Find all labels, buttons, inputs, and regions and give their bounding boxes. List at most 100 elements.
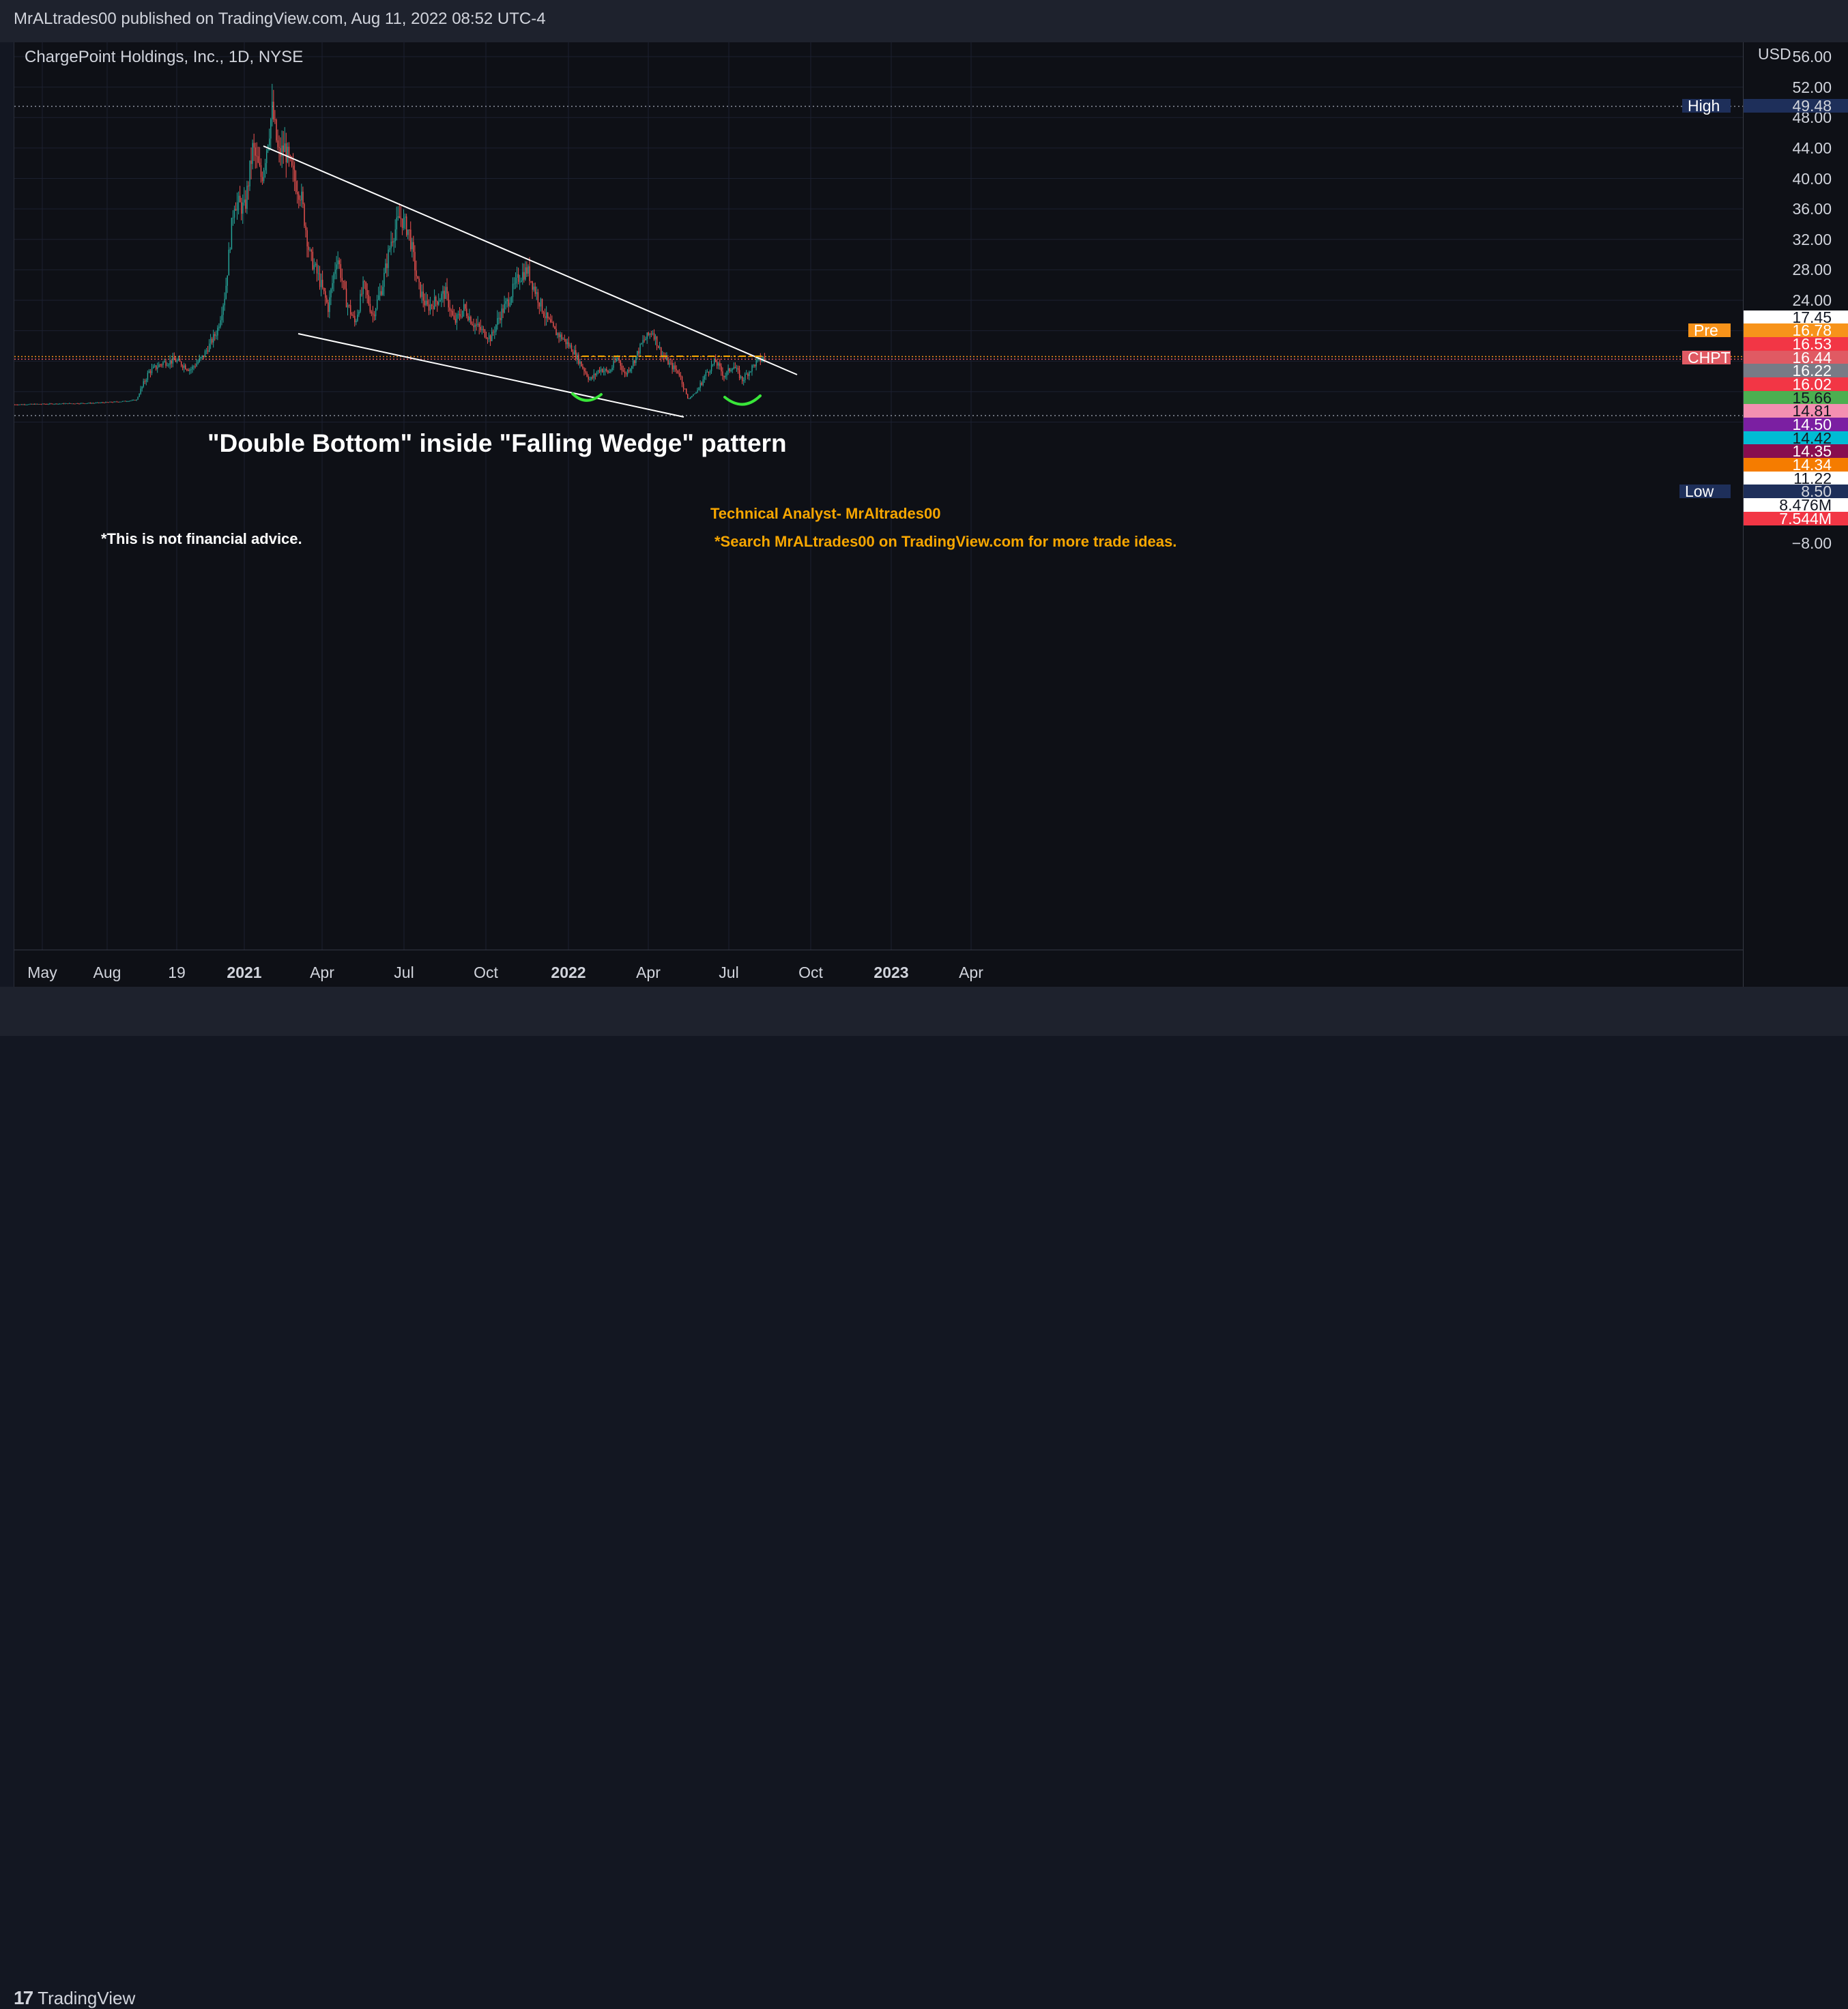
candle-body bbox=[115, 401, 116, 403]
candle-body bbox=[396, 217, 398, 230]
candle-down bbox=[245, 190, 246, 213]
candle-down bbox=[606, 366, 607, 373]
candle-body bbox=[592, 377, 594, 378]
candle-body bbox=[175, 360, 177, 362]
candle-body bbox=[467, 316, 469, 321]
candle-body bbox=[684, 388, 686, 390]
price-tag-value: 14.42 bbox=[1792, 429, 1832, 447]
price-tag-bg bbox=[1744, 337, 1848, 351]
candle-body bbox=[361, 293, 362, 295]
candle-down bbox=[50, 403, 52, 405]
price-tag-bg bbox=[1744, 485, 1848, 498]
candle-down bbox=[656, 336, 658, 351]
candle-body bbox=[630, 368, 631, 372]
price-tag-label: CHPT bbox=[1688, 349, 1731, 366]
candle-up bbox=[702, 376, 704, 387]
candle-down bbox=[466, 301, 467, 319]
candle-down bbox=[52, 403, 53, 405]
time-axis-label: May bbox=[27, 964, 57, 981]
candle-body bbox=[406, 216, 407, 235]
chart-pane[interactable]: "Double Bottom" inside "Falling Wedge" p… bbox=[14, 42, 1744, 987]
candle-body bbox=[145, 379, 147, 382]
candle-body bbox=[147, 373, 149, 380]
candle-body bbox=[311, 249, 312, 252]
candle-body bbox=[179, 358, 181, 362]
candle-up bbox=[222, 303, 224, 323]
candle-body bbox=[413, 242, 414, 252]
candle-up bbox=[336, 256, 337, 280]
candle-up bbox=[690, 396, 691, 399]
candle-down bbox=[482, 326, 485, 333]
candle-up bbox=[330, 287, 332, 306]
price-tag: 14.35 bbox=[1744, 442, 1848, 460]
candle-body bbox=[241, 202, 242, 214]
price-tag-bg bbox=[1744, 351, 1848, 364]
price-axis[interactable]: 56.00 52.00 48.00 44.00 40.00 36.00 32.00 28.00… bbox=[1744, 42, 1848, 987]
candle-up bbox=[403, 209, 405, 231]
candle-body bbox=[480, 326, 482, 330]
candle-down bbox=[40, 403, 42, 405]
candle-body bbox=[197, 362, 199, 364]
candle-down bbox=[21, 403, 23, 405]
time-axis-label: 2023 bbox=[874, 964, 908, 981]
candle-body bbox=[648, 332, 650, 335]
candle-body bbox=[253, 143, 255, 148]
candle-up bbox=[469, 308, 470, 323]
candle-body bbox=[427, 300, 429, 305]
candle-body bbox=[642, 340, 644, 344]
candle-body bbox=[529, 266, 530, 281]
currency-label: USD bbox=[1758, 45, 1791, 63]
price-tag: 16.78 bbox=[1744, 321, 1848, 339]
candle-down bbox=[680, 372, 682, 380]
candle-body bbox=[474, 324, 476, 328]
candle-body bbox=[469, 317, 470, 321]
candle-body bbox=[614, 361, 616, 362]
price-chart[interactable]: "Double Bottom" inside "Falling Wedge" p… bbox=[14, 42, 1744, 987]
candle-up bbox=[560, 332, 561, 342]
price-tick-label: 28.00 bbox=[1792, 261, 1832, 278]
candle-up bbox=[113, 401, 115, 403]
candle-down bbox=[602, 368, 603, 373]
candle-body bbox=[238, 195, 240, 203]
candle-up bbox=[85, 403, 87, 405]
candle-up bbox=[736, 364, 738, 372]
candle-body bbox=[277, 140, 278, 147]
candle-up bbox=[205, 347, 207, 355]
candle-body bbox=[414, 252, 416, 271]
candle-up bbox=[105, 401, 106, 403]
price-tag-label-bg bbox=[1688, 323, 1731, 337]
candle-up bbox=[519, 274, 521, 290]
candle-body bbox=[40, 404, 42, 405]
candle-body bbox=[180, 362, 182, 366]
candle-down bbox=[448, 291, 449, 312]
candle-body bbox=[357, 315, 358, 321]
candle-up bbox=[590, 376, 592, 381]
candle-down bbox=[326, 295, 328, 304]
candle-body bbox=[225, 285, 227, 299]
candle-body bbox=[407, 229, 409, 235]
candle-body bbox=[602, 368, 603, 373]
candle-down bbox=[715, 354, 717, 362]
candle-up bbox=[80, 403, 81, 405]
candle-down bbox=[538, 302, 540, 315]
candle-up bbox=[498, 312, 500, 325]
candle-body bbox=[569, 345, 571, 347]
candle-body bbox=[403, 217, 405, 229]
candle-up bbox=[358, 310, 360, 317]
candle-body bbox=[49, 403, 50, 405]
candle-body bbox=[585, 371, 586, 373]
candle-body bbox=[177, 358, 179, 361]
tradingview-logo[interactable]: 17 TradingView bbox=[14, 1987, 135, 2009]
candle-body bbox=[52, 403, 53, 405]
candle-up bbox=[199, 354, 200, 363]
candle-down bbox=[106, 401, 108, 403]
candle-body bbox=[588, 376, 589, 380]
candle-down bbox=[241, 197, 242, 220]
candle-up bbox=[691, 395, 693, 398]
candle-up bbox=[579, 358, 581, 368]
candle-body bbox=[214, 334, 216, 336]
candle-body bbox=[541, 299, 543, 313]
candle-body bbox=[557, 333, 558, 336]
candle-up bbox=[35, 403, 37, 405]
candle-down bbox=[543, 310, 545, 318]
